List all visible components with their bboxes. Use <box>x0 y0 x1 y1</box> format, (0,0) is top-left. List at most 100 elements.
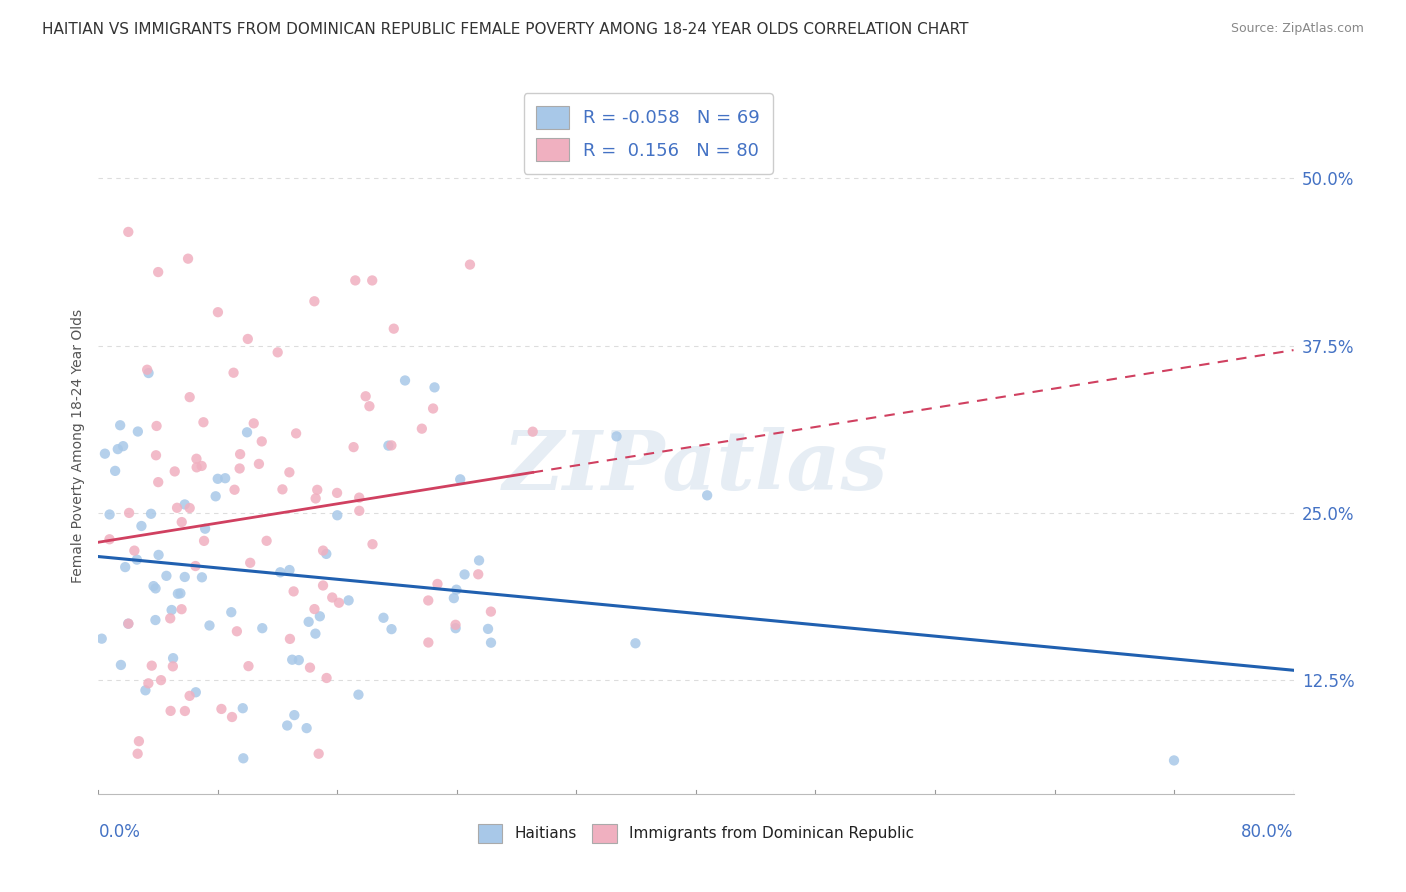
Point <box>177 252 200 266</box>
Point <box>159 704 181 718</box>
Point <box>128 734 150 748</box>
Point <box>271 483 294 497</box>
Point <box>242 417 264 431</box>
Point <box>278 632 301 646</box>
Point <box>184 559 207 574</box>
Point <box>479 636 502 650</box>
Point <box>148 265 170 279</box>
Point <box>90 632 112 646</box>
Point <box>193 415 215 429</box>
Point <box>283 708 305 723</box>
Point <box>162 659 184 673</box>
Point <box>380 622 402 636</box>
Point <box>347 491 370 505</box>
Point <box>308 609 330 624</box>
Point <box>236 332 259 346</box>
Point <box>411 422 433 436</box>
Point <box>204 489 226 503</box>
Point <box>179 501 201 516</box>
Point <box>354 389 377 403</box>
Point <box>145 448 167 462</box>
Point <box>145 582 167 596</box>
Point <box>304 602 326 616</box>
Point <box>207 472 229 486</box>
Point <box>142 579 165 593</box>
Point <box>308 747 330 761</box>
Point <box>209 702 232 716</box>
Point <box>359 399 381 413</box>
Point <box>315 547 337 561</box>
Point <box>418 593 440 607</box>
Point <box>136 362 159 376</box>
Point <box>377 439 399 453</box>
Point <box>269 566 291 580</box>
Point <box>298 660 321 674</box>
Point <box>190 458 212 473</box>
Point <box>131 519 153 533</box>
Point <box>605 429 627 443</box>
Point <box>449 472 471 486</box>
Point <box>148 475 170 490</box>
Point <box>239 556 262 570</box>
Point <box>162 651 184 665</box>
Point <box>281 653 304 667</box>
Point <box>124 543 146 558</box>
Point <box>468 553 491 567</box>
Point <box>194 522 217 536</box>
Point <box>361 273 384 287</box>
Point <box>160 603 183 617</box>
Point <box>278 563 301 577</box>
Point <box>222 366 245 380</box>
Point <box>382 321 405 335</box>
Point <box>138 676 160 690</box>
Point <box>256 533 278 548</box>
Point <box>170 515 193 529</box>
Point <box>169 586 191 600</box>
Point <box>326 486 349 500</box>
Legend: Haitians, Immigrants from Dominican Republic: Haitians, Immigrants from Dominican Repu… <box>472 818 920 849</box>
Point <box>174 704 197 718</box>
Point <box>342 440 364 454</box>
Point <box>138 366 160 380</box>
Point <box>479 605 502 619</box>
Point <box>295 721 318 735</box>
Point <box>361 537 384 551</box>
Point <box>1163 753 1185 767</box>
Point <box>304 626 326 640</box>
Point <box>458 258 481 272</box>
Point <box>117 225 139 239</box>
Point <box>224 483 246 497</box>
Point <box>422 401 444 416</box>
Point <box>127 747 149 761</box>
Point <box>127 425 149 439</box>
Point <box>186 460 208 475</box>
Text: HAITIAN VS IMMIGRANTS FROM DOMINICAN REPUBLIC FEMALE POVERTY AMONG 18-24 YEAR OL: HAITIAN VS IMMIGRANTS FROM DOMINICAN REP… <box>42 22 969 37</box>
Text: Source: ZipAtlas.com: Source: ZipAtlas.com <box>1230 22 1364 36</box>
Point <box>207 305 229 319</box>
Point <box>443 591 465 606</box>
Point <box>326 508 349 523</box>
Point <box>139 507 162 521</box>
Point <box>238 659 260 673</box>
Point <box>423 380 446 394</box>
Point <box>112 439 135 453</box>
Point <box>312 543 335 558</box>
Point <box>134 683 156 698</box>
Point <box>288 653 311 667</box>
Point <box>155 569 177 583</box>
Point <box>125 552 148 566</box>
Point <box>453 567 475 582</box>
Point <box>221 710 243 724</box>
Point <box>173 570 195 584</box>
Text: 80.0%: 80.0% <box>1241 823 1294 841</box>
Point <box>173 498 195 512</box>
Point <box>163 465 186 479</box>
Point <box>148 548 170 562</box>
Point <box>98 533 121 547</box>
Point <box>167 587 190 601</box>
Point <box>228 461 250 475</box>
Point <box>145 613 167 627</box>
Point <box>186 451 208 466</box>
Point <box>193 533 215 548</box>
Point <box>283 584 305 599</box>
